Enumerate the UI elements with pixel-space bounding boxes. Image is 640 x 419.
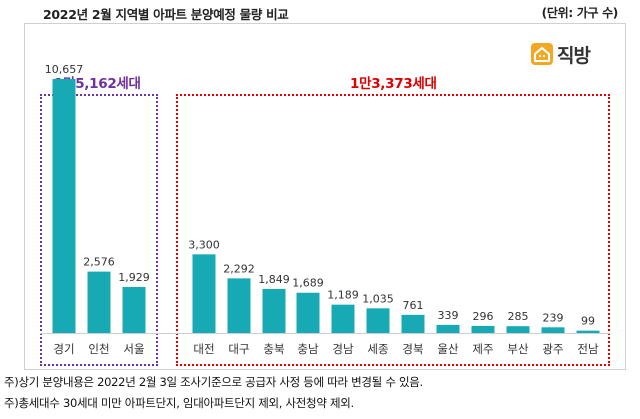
value-label-12: 285 bbox=[508, 310, 529, 323]
group-box-capital bbox=[40, 94, 158, 366]
value-label-11: 296 bbox=[473, 310, 494, 323]
category-label-3: 대전 bbox=[193, 342, 214, 356]
value-label-14: 99 bbox=[581, 315, 595, 328]
group-label-capital: 1만5,162세대 bbox=[54, 76, 141, 92]
chart-frame bbox=[24, 23, 626, 370]
group-label-regions: 1만3,373세대 bbox=[350, 76, 437, 92]
bar-8 bbox=[366, 308, 390, 333]
bar-1 bbox=[87, 271, 111, 333]
category-label-10: 울산 bbox=[437, 342, 459, 356]
value-label-8: 1,035 bbox=[362, 292, 394, 305]
bar-6 bbox=[296, 292, 320, 333]
category-label-12: 부산 bbox=[507, 342, 529, 356]
category-label-9: 경북 bbox=[402, 342, 423, 356]
category-label-8: 세종 bbox=[367, 342, 388, 356]
category-label-14: 전남 bbox=[577, 342, 599, 356]
category-label-5: 충북 bbox=[263, 342, 284, 356]
category-label-7: 경남 bbox=[332, 342, 354, 356]
value-label-0: 10,657 bbox=[45, 63, 84, 76]
bar-11 bbox=[471, 325, 495, 333]
category-label-6: 충남 bbox=[297, 342, 319, 356]
category-label-0: 경기 bbox=[53, 342, 74, 356]
category-label-4: 대구 bbox=[228, 342, 249, 356]
bar-0 bbox=[52, 79, 76, 333]
bar-2 bbox=[122, 287, 146, 333]
value-label-7: 1,189 bbox=[327, 289, 359, 302]
bar-13 bbox=[541, 327, 565, 333]
value-label-5: 1,849 bbox=[258, 273, 290, 286]
value-label-6: 1,689 bbox=[292, 277, 324, 290]
value-label-9: 761 bbox=[403, 299, 424, 312]
house-icon bbox=[531, 43, 553, 65]
category-label-13: 광주 bbox=[542, 342, 563, 356]
footnote-2: 주)총세대수 30세대 미만 아파트단지, 임대아파트단지 제외, 사전청약 제… bbox=[4, 396, 354, 410]
category-label-11: 제주 bbox=[472, 342, 493, 356]
page-title: 2022년 2월 지역별 아파트 분양예정 물량 비교 bbox=[43, 7, 289, 22]
value-label-2: 1,929 bbox=[118, 271, 150, 284]
bar-10 bbox=[436, 324, 460, 333]
unit-label: (단위: 가구 수) bbox=[541, 6, 619, 20]
value-label-13: 239 bbox=[543, 311, 564, 324]
value-label-1: 2,576 bbox=[83, 256, 115, 269]
footnote-1: 주)상기 분양내용은 2022년 2월 3일 조사기준으로 공급자 사정 등에 … bbox=[4, 375, 423, 389]
bar-7 bbox=[331, 304, 355, 333]
bar-3 bbox=[192, 254, 216, 333]
value-label-3: 3,300 bbox=[188, 238, 220, 251]
bar-4 bbox=[227, 278, 251, 333]
category-label-2: 서울 bbox=[123, 342, 144, 356]
value-label-10: 339 bbox=[438, 309, 459, 322]
bar-5 bbox=[262, 288, 286, 333]
group-box-regions bbox=[176, 94, 610, 366]
bar-9 bbox=[401, 314, 425, 333]
bar-14 bbox=[576, 330, 600, 333]
brand-name: 직방 bbox=[557, 44, 591, 67]
brand-logo: 직방 bbox=[531, 40, 591, 68]
value-label-4: 2,292 bbox=[223, 262, 255, 275]
category-label-1: 인천 bbox=[88, 342, 109, 356]
bar-12 bbox=[506, 326, 530, 333]
